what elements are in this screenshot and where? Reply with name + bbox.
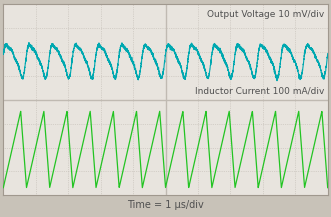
Text: Time = 1 μs/div: Time = 1 μs/div (127, 201, 204, 210)
Text: Output Voltage 10 mV/div: Output Voltage 10 mV/div (207, 10, 324, 19)
Text: Inductor Current 100 mA/div: Inductor Current 100 mA/div (195, 86, 324, 95)
